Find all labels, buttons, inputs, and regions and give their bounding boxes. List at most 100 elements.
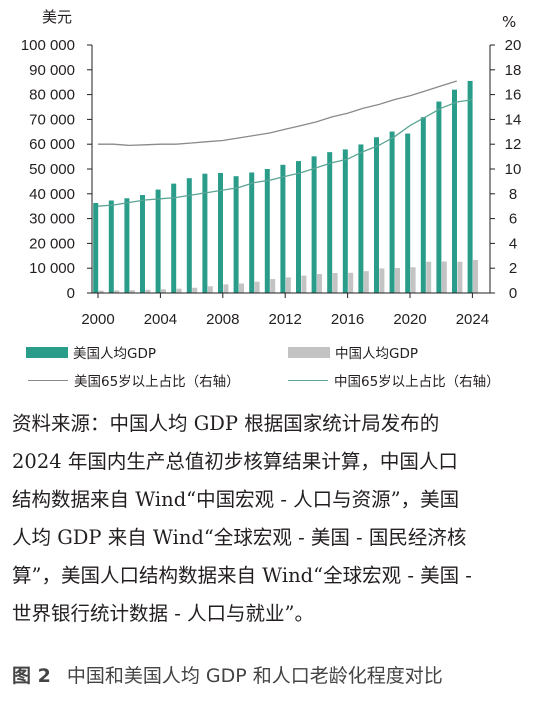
cn-gdp-bar [176,288,182,293]
us-gdp-bar [420,117,426,293]
x-tick-label: 2020 [393,311,426,328]
legend-label-us-aging: 美国65岁以上占比（右轴） [74,374,240,390]
source-note: 资料来源：中国人均 GDP 根据国家统计局发布的 2024 年国内生产总值初步核… [12,405,544,633]
right-axis-ticks: 0 2 4 6 8 10 12 14 16 18 20 [490,37,521,302]
us-gdp-bar [218,172,223,293]
right-tick-label: 10 [505,161,522,178]
legend-item-cn-gdp: 中国人均GDP [288,342,418,362]
cn-gdp-bar [207,286,213,293]
left-tick-label: 80 000 [29,87,75,104]
cn-gdp-bar [223,284,229,293]
source-line: 资料来源：中国人均 GDP 根据国家统计局发布的 [12,412,440,435]
right-axis-unit: % [502,13,516,31]
us-gdp-bar [249,172,255,293]
cn-gdp-bar [363,271,369,293]
us-gdp-bar [171,183,177,293]
right-tick-label: 20 [505,37,522,54]
x-axis-ticks: 2000 2004 2008 2012 2016 2020 2024 [81,293,489,328]
cn-gdp-bar [98,290,104,293]
x-tick-label: 2008 [206,311,239,328]
cn-gdp-bar [348,272,354,293]
left-axis-unit: 美元 [42,8,72,26]
cn-gdp-bar [410,267,416,293]
legend-swatch-cn-gdp [288,346,330,358]
source-line: 2024 年国内生产总值初步核算结果计算，中国人口 [12,450,458,473]
cn-gdp-bar [129,290,135,293]
source-line: 结构数据来自 Wind“中国宏观 - 人口与资源”，美国 [12,488,460,511]
legend-item-cn-aging: 中国65岁以上占比（右轴） [288,370,500,390]
right-tick-label: 8 [509,186,517,203]
x-tick-label: 2012 [269,311,302,328]
us-gdp-bar [327,152,333,293]
cn-gdp-bar [145,289,151,293]
cn-gdp-bar [239,283,244,293]
cn-gdp-bar [332,272,338,293]
line-series [97,80,473,207]
us-gdp-bar [233,176,239,293]
figure-caption: 图 2 中国和美国人均 GDP 和人口老龄化程度对比 [12,661,544,688]
us-gdp-bar [140,195,145,293]
cn-gdp-bar [114,290,120,293]
left-tick-label: 50 000 [29,161,75,178]
right-tick-label: 2 [509,260,517,277]
left-tick-label: 60 000 [29,136,75,153]
right-tick-label: 16 [505,87,522,104]
left-tick-label: 0 [67,285,75,302]
us-gdp-bar [358,144,364,293]
cn-gdp-bar [473,260,478,293]
us-gdp-bar [155,189,161,293]
legend-item-us-gdp: 美国人均GDP [26,342,156,362]
legend-swatch-us-gdp [26,346,68,358]
right-tick-label: 4 [509,235,517,252]
cn-gdp-bar [161,289,166,293]
us-gdp-bar [405,133,411,293]
us-gdp-bar [467,80,473,294]
figure-title: 中国和美国人均 GDP 和人口老龄化程度对比 [66,665,443,687]
us-gdp-bar [186,178,192,293]
cn-gdp-bar [285,277,291,293]
chart-legend: 美国人均GDP 中国人均GDP 美国65岁以上占比（右轴） 中国65岁以上占比（… [26,340,546,398]
left-tick-label: 10 000 [29,260,75,277]
right-tick-label: 12 [505,136,522,153]
right-tick-label: 6 [509,211,517,228]
right-tick-label: 0 [509,285,517,302]
us-gdp-bar [296,161,301,293]
source-line: 算”，美国人口结构数据来自 Wind“全球宏观 - 美国 - [12,564,472,587]
cn-gdp-bar [379,268,385,293]
legend-item-us-aging: 美国65岁以上占比（右轴） [28,370,240,390]
cn-gdp-bar [457,261,463,293]
us-gdp-bar [452,89,457,293]
us-aging-line [98,80,457,147]
legend-swatch-us-aging [28,379,68,381]
right-tick-label: 14 [505,111,522,128]
legend-swatch-cn-aging [288,379,328,381]
cn-gdp-bar [426,261,432,293]
x-tick-label: 2004 [144,311,177,328]
bar-series [93,80,478,294]
left-tick-label: 30 000 [29,211,75,228]
cn-aging-line [97,98,473,207]
us-gdp-bar [93,202,99,293]
left-tick-label: 100 000 [21,37,75,54]
cn-gdp-bar [301,275,307,293]
left-tick-label: 70 000 [29,111,75,128]
source-line: 世界银行统计数据 - 人口与就业”。 [12,602,314,625]
legend-label-cn-aging: 中国65岁以上占比（右轴） [334,374,500,390]
us-gdp-bar [389,131,395,293]
left-tick-label: 20 000 [29,235,75,252]
us-gdp-bar [342,149,348,293]
cn-gdp-bar [317,274,322,293]
legend-label-cn-gdp: 中国人均GDP [335,346,418,362]
x-tick-label: 2024 [456,311,489,328]
left-tick-label: 90 000 [29,62,75,79]
left-tick-label: 40 000 [29,186,75,203]
legend-label-us-gdp: 美国人均GDP [73,346,156,362]
us-gdp-bar [202,173,208,293]
x-tick-label: 2016 [331,311,364,328]
us-gdp-bar [108,200,114,293]
right-tick-label: 18 [505,62,522,79]
us-gdp-bar [264,169,270,293]
cn-gdp-bar [395,267,400,293]
left-axis-ticks: 0 10 000 20 000 30 000 40 000 50 000 60 000 70 … [21,37,92,302]
